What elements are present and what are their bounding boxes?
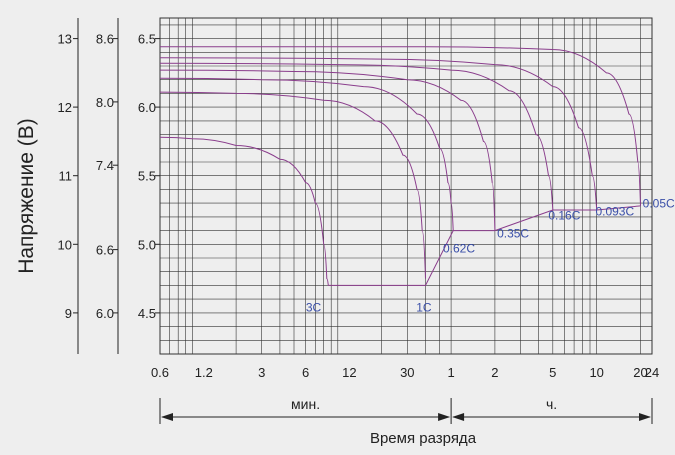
x-tick-label: 10 [589,365,603,380]
y-tick-label: 6.0 [138,100,156,115]
x-tick-label: 20 [633,365,647,380]
curve-label-0.093C: 0.093C [595,205,634,219]
curve-0.05C [160,46,641,206]
y-tick-label: 6.0 [96,306,114,321]
curve-0.16C [159,62,554,211]
x-tick-label: 1.2 [195,365,213,380]
curve-labels: 3C 1C 0.62C 0.35C 0.16C 0.093C 0.05C [306,196,675,314]
y-tick-label: 12 [58,100,72,115]
y-tick-label: 10 [58,237,72,252]
curve-0.62C [159,77,454,231]
x-tick-label: 3 [258,365,265,380]
grid [159,17,653,355]
curve-label-0.62C: 0.62C [443,242,475,256]
x-tick-label: 6 [302,365,309,380]
y-tick-label: 8.0 [96,95,114,110]
y-tick-label: 13 [58,32,72,47]
x-tick-label: 12 [342,365,356,380]
y-tick-label: 9 [65,306,72,321]
plot-frame [159,17,653,355]
arrow-head-right [639,413,651,421]
y-tick-label: 5.0 [138,237,156,252]
curve-label-3C: 3C [306,301,322,315]
x-axis-label: Время разряда [370,430,477,447]
axes: 1312111098.68.07.46.66.06.56.05.55.04.50… [58,18,659,424]
curve-3C [159,136,329,286]
y-tick-label: 11 [59,169,73,184]
curve-label-0.16C: 0.16C [548,209,580,223]
discharge-curves [159,46,641,286]
x-tick-label: 2 [491,365,498,380]
x-tick-label: 30 [400,365,414,380]
unit-label-minutes: мин. [291,396,320,412]
x-tick-label: 5 [549,365,556,380]
curve-0.093C [159,57,598,211]
curve-0.35C [159,69,496,231]
y-tick-label: 7.4 [96,158,114,173]
arrow-head-left [452,413,465,421]
x-tick-label: 0.6 [151,365,169,380]
curve-label-0.35C: 0.35C [497,226,529,240]
y-tick-label: 6.6 [96,243,114,258]
curve-label-0.05C: 0.05C [643,196,675,210]
x-tick-label: 1 [447,365,454,380]
y-axis-label: Напряжение (В) [15,118,38,274]
cutoff-line [328,205,641,286]
y-tick-label: 8.6 [96,32,114,47]
arrow-head-left [161,413,173,421]
y-tick-label: 6.5 [138,32,156,47]
curve-1C [159,91,426,279]
unit-label-hours: ч. [546,396,557,412]
curve-label-1C: 1C [416,301,432,315]
x-tick-label: 24 [645,365,659,380]
y-tick-label: 5.5 [138,169,156,184]
arrow-head-right [438,413,451,421]
y-tick-label: 4.5 [138,306,156,321]
